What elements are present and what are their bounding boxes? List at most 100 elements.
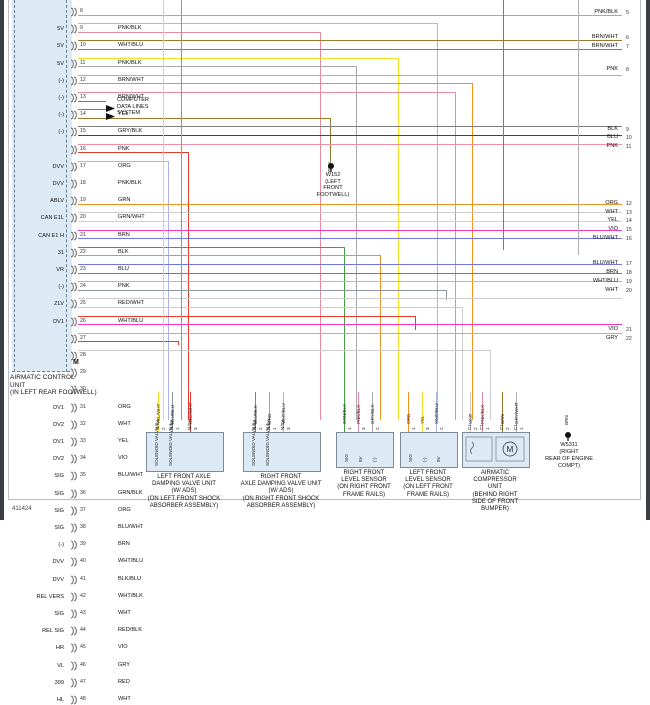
wire-horizontal [78, 109, 106, 111]
wire-horizontal [78, 315, 415, 317]
wire-color-label: PNK/BLK [118, 180, 142, 186]
ecu-dashed-edge-right [66, 0, 67, 372]
wire-color-label: GRY/BLK [118, 128, 143, 135]
pin-function-label: SIG [54, 525, 64, 531]
wire-color-label: RED [118, 678, 130, 685]
right-front-axle-damping-valve-unit-caption-line-5: ABSORBER ASSEMBLY) [246, 502, 316, 509]
right-terminal-number: 18 [626, 270, 632, 276]
wire-horizontal [78, 332, 622, 334]
wire-vertical [188, 152, 189, 420]
page-rule-right [640, 0, 641, 500]
wire-horizontal [78, 229, 622, 231]
pin-function-label: DV2 [53, 421, 64, 428]
wire-horizontal [78, 203, 622, 205]
pin-number: 23 [80, 266, 86, 272]
pin-number: 35 [80, 472, 86, 479]
wire-color-label: GRN/WHT [118, 214, 145, 221]
wire-color-label: BLU/WHT [118, 472, 144, 479]
left-front-axle-damping-valve-unit-body[interactable] [146, 432, 224, 472]
right-front-axle-damping-valve-unit-body[interactable] [243, 432, 321, 472]
wire-horizontal [78, 281, 622, 283]
pin-number: 15 [80, 128, 86, 135]
component-pin-number: 2 [473, 427, 478, 430]
callout-line-2: DATA LINES [117, 103, 149, 110]
connector-pin-icon [70, 59, 77, 68]
left-front-level-sensor-body[interactable] [400, 432, 458, 468]
w5311-line3: COMPT) [557, 463, 581, 469]
right-wire-color-label: GRY [605, 335, 618, 341]
w5311-wire-label: BRN [564, 415, 569, 425]
wire-color-label: BRN [118, 541, 130, 548]
connector-pin-icon [70, 351, 77, 361]
right-front-level-sensor-body[interactable] [336, 432, 394, 468]
left-front-level-sensor-inner-label-2: (-) [422, 457, 427, 462]
wire-color-label: PNK [118, 145, 130, 152]
pin-function-label: ABLV [50, 198, 64, 205]
connector-pin-icon [70, 299, 77, 309]
wire-vertical [455, 92, 456, 420]
right-terminal-number: 20 [626, 288, 632, 294]
pin-function-label: CAN E1L [40, 215, 64, 222]
wire-trunk-vertical [163, 0, 164, 420]
component-wire-label: WHT [468, 413, 473, 424]
right-front-axle-damping-valve-unit-inner-label-1: SOLENOID VALVE 2 [251, 423, 256, 466]
wire-horizontal [78, 66, 356, 68]
pin-function-label: HR [55, 645, 64, 652]
connector-pin-icon [70, 248, 77, 258]
connector-pin-icon [70, 523, 77, 533]
connector-pin-icon [70, 540, 77, 550]
right-front-axle-damping-valve-unit-caption-line-1: RIGHT FRONT [260, 474, 302, 480]
connector-pin-icon [70, 471, 77, 481]
wire-color-label: BRN [118, 231, 130, 238]
connector-pin-icon [70, 609, 77, 619]
connector-pin-icon [70, 179, 77, 189]
w5311-callout: W5311 (RIGHT REAR OF ENGINE COMPT) [538, 442, 600, 470]
airmatic-compressor-unit-caption: AIRMATIC COMPRESSOR UNIT (BEHIND RIGHT SIDE … [449, 470, 541, 513]
component-wire-label: ORG [406, 413, 411, 424]
ecu-dashed-edge-left [14, 0, 15, 372]
wire-color-label: VIO [118, 644, 128, 651]
ecu-caption-line-2: UNIT [10, 381, 26, 389]
component-terminal-note: C1 [499, 424, 504, 430]
connector-pin-icon [70, 231, 77, 240]
right-wire-color-label: WHT [605, 287, 618, 293]
pin-function-label: DV1 [53, 439, 64, 445]
diagram-part-number: 411424 [12, 506, 32, 512]
right-terminal-number: 19 [626, 279, 632, 285]
ecu-pin-row: (-) 12 BRN/WHT [0, 40, 650, 86]
pin-function-label: DV2 [53, 456, 64, 463]
connector-pin-icon [70, 41, 77, 51]
connector-pin-icon [70, 678, 77, 688]
wire-color-label: RED/WHT [118, 300, 145, 307]
pin-number: 31 [80, 403, 86, 410]
pin-function-label: DV1 [53, 318, 64, 325]
connector-pin-icon [70, 368, 77, 378]
wire-color-label: YEL [118, 438, 129, 444]
wire-vertical [320, 31, 321, 420]
pin-number: 48 [80, 696, 86, 702]
connector-pin-icon [70, 334, 77, 344]
pin-number: 29 [80, 369, 86, 376]
wire-horizontal [78, 23, 437, 25]
wire-vertical [178, 341, 179, 345]
ecu-pin-row: (-) 14 YEL [0, 58, 650, 120]
connector-pin-icon [70, 110, 77, 120]
right-wire-color-label: VIO [608, 226, 618, 232]
wire-trunk-vertical [181, 0, 182, 420]
airmatic-compressor-internal-icon: M [465, 436, 525, 462]
pin-number: 27 [80, 334, 86, 341]
wire-horizontal [78, 255, 380, 257]
right-terminal-number: 7 [626, 44, 629, 50]
component-pin-number: 2 [258, 427, 263, 430]
wire-color-label: GRN/BLK [118, 489, 143, 496]
pin-number: 43 [80, 610, 86, 616]
pin-number: 38 [80, 524, 86, 530]
w5311-ground-icon [562, 430, 574, 448]
pin-function-label: VR [56, 267, 64, 273]
wire-horizontal [78, 31, 320, 33]
right-wire-color-label: BLU/WHT [592, 260, 618, 266]
w152-line2: FRONT [323, 185, 343, 192]
w152-line1: (LEFT [325, 178, 341, 185]
right-front-level-sensor-caption-line-4: FRAME RAILS) [342, 491, 385, 498]
